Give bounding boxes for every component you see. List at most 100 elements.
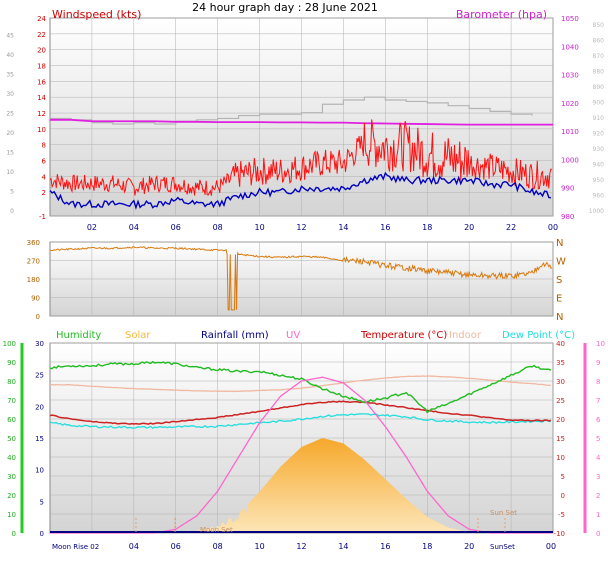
gust-scale-label: 40 <box>6 52 14 59</box>
climate-x-tick-label: 04 <box>129 542 139 551</box>
direction-tick-label: 0 <box>36 313 40 321</box>
wind-x-tick-label: 16 <box>380 223 390 232</box>
direction-tick-label: 90 <box>31 295 40 303</box>
wind-tick-label: -1 <box>39 213 46 221</box>
wind-x-tick-label: 08 <box>213 223 223 232</box>
solar-area <box>50 438 553 533</box>
wind-average-line <box>49 119 553 196</box>
legend-entry: Rainfall (mm) <box>201 330 269 341</box>
humidity-line <box>49 360 552 414</box>
wind-x-tick-label: 14 <box>338 223 348 232</box>
wind-x-tick-label: 10 <box>254 223 264 232</box>
barometer-tick-label: 990 <box>561 185 574 193</box>
legend-entry: Temperature (°C) <box>360 330 447 341</box>
wind-tick-label: 8 <box>42 142 46 150</box>
wind-x-tick-label: 18 <box>422 223 432 232</box>
compass-label: N <box>556 312 563 323</box>
humidity-tick-label: 50 <box>7 435 16 443</box>
barometer-tick-label: 1040 <box>561 43 579 51</box>
rainfall-tick-label: 25 <box>35 372 44 380</box>
temperature-tick-label: 40 <box>556 340 565 348</box>
gust-scale-label: 0 <box>10 208 14 215</box>
temperature-tick-label: -5 <box>558 511 565 519</box>
barometer-line <box>50 118 553 126</box>
extra-right-scale-label: 890 <box>593 84 605 91</box>
gust-scale-label: 20 <box>6 130 14 137</box>
wind-x-tick-label: 06 <box>171 223 181 232</box>
compass-label: W <box>556 257 566 268</box>
legend-entry: UV <box>286 330 300 341</box>
gust-scale-label: 25 <box>6 111 14 118</box>
barometer-tick-label: 1020 <box>561 100 579 108</box>
compass-label: N <box>556 238 563 249</box>
uv-tick-label: 3 <box>596 473 600 481</box>
humidity-tick-label: 20 <box>7 492 16 500</box>
climate-x-tick-label: 08 <box>213 542 223 551</box>
barometer-tick-label: 1000 <box>561 156 579 164</box>
extra-right-scale-label: 900 <box>593 100 605 107</box>
wind-panel: Windspeed (kts) Barometer (hpa) -1 24 6 8 10… <box>6 8 604 232</box>
astro-annotation: Sun Set <box>490 509 517 517</box>
humidity-tick-label: 60 <box>7 416 16 424</box>
extra-right-scale-label: 1000 <box>589 208 604 215</box>
humidity-tick-label: 40 <box>7 454 16 462</box>
extra-right-scale-label: 870 <box>593 53 605 60</box>
climate-x-tick-label: 14 <box>338 542 348 551</box>
temperature-tick-label: 15 <box>556 435 565 443</box>
wind-tick-label: 24 <box>37 15 46 23</box>
climate-x-tick-label: 10 <box>254 542 264 551</box>
direction-tick-label: 360 <box>27 239 40 247</box>
wind-axis-label: Windspeed (kts) <box>52 8 141 21</box>
uv-tick-label: 9 <box>596 359 600 367</box>
temperature-tick-label: 10 <box>556 454 565 462</box>
dew-point-line <box>49 413 551 429</box>
wind-tick-label: 4 <box>42 173 47 181</box>
climate-x-ticks: 04 06 08 10 12 14 16 18 20 00 <box>129 542 556 551</box>
wind-x-tick-label: 00 <box>548 223 558 232</box>
direction-tick-label: 180 <box>27 276 40 284</box>
rainfall-tick-label: 5 <box>40 498 44 506</box>
climate-x-tick-label: 00 <box>546 542 556 551</box>
temperature-tick-label: 25 <box>556 397 565 405</box>
climate-panel: Humidity Solar Rainfall (mm) UV Temperature … <box>3 330 605 551</box>
climate-x-tick-label: 16 <box>380 542 390 551</box>
uv-tick-label: 1 <box>596 511 600 519</box>
uv-tick-label: 8 <box>596 378 600 386</box>
rainfall-ticks: 0 5 10 15 20 25 30 <box>35 340 44 538</box>
direction-grid <box>50 241 554 317</box>
extra-right-scale-label: 860 <box>593 38 605 45</box>
wind-extra-ticks: 0 5 10 15 20 25 30 35 40 45 <box>6 33 14 216</box>
wind-tick-label: 16 <box>37 78 46 86</box>
extra-right-scale-label: 950 <box>593 177 605 184</box>
rainfall-tick-label: 20 <box>35 403 44 411</box>
wind-x-tick-label: 22 <box>506 223 516 232</box>
uv-tick-label: 0 <box>596 530 600 538</box>
gust-scale-label: 10 <box>6 169 14 176</box>
humidity-tick-label: 80 <box>7 378 16 386</box>
barometer-tick-label: 980 <box>561 213 574 221</box>
gust-scale-label: 30 <box>6 91 14 98</box>
uv-tick-label: 7 <box>596 397 600 405</box>
gust-scale-label: 15 <box>6 150 14 157</box>
astro-annotation: Moon Set <box>200 526 233 534</box>
uv-tick-label: 10 <box>596 340 605 348</box>
astro-annotations: Moon Rise 02 Moon Set Sun Set SunSet <box>52 509 517 551</box>
extra-right-scale-label: 920 <box>593 131 605 138</box>
temperature-line <box>49 400 552 425</box>
temperature-tick-label: 30 <box>556 378 565 386</box>
extra-right-scale-label: 850 <box>593 22 605 29</box>
barometer-axis-label: Barometer (hpa) <box>456 8 547 21</box>
direction-left-ticks: 0 90 180 270 360 <box>27 239 40 321</box>
temperature-tick-label: 35 <box>556 359 565 367</box>
wind-tick-label: 6 <box>42 158 47 166</box>
wind-tick-label: 22 <box>37 31 46 39</box>
temperature-tick-label: -10 <box>554 530 565 538</box>
climate-x-tick-label: 20 <box>464 542 474 551</box>
uv-tick-label: 4 <box>596 454 601 462</box>
wind-tick-label: 14 <box>37 94 46 102</box>
wind-x-tick-label: 20 <box>464 223 474 232</box>
gust-scale-label: 45 <box>6 33 14 40</box>
rainfall-tick-label: 0 <box>40 530 44 538</box>
wind-tick-label: 20 <box>37 47 46 55</box>
